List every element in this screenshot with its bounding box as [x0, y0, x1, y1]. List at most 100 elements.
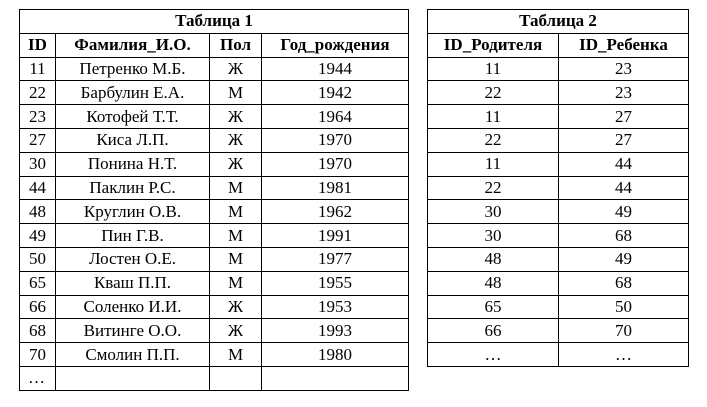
table-cell-parent-id: 30: [427, 223, 559, 248]
table-cell-name: [55, 365, 210, 391]
table-cell-id: 27: [19, 127, 56, 153]
table-cell-id: 65: [19, 270, 56, 296]
table-cell-birth-year: 1970: [261, 151, 409, 177]
table-cell-name: Соленко И.И.: [55, 294, 210, 320]
table-cell-child-id: 70: [558, 318, 689, 344]
table-row: 27 Киса Л.П. Ж 1970: [19, 127, 409, 153]
table-cell-sex: Ж: [209, 151, 262, 177]
table-cell-parent-id: 48: [427, 270, 559, 296]
table-cell-child-id: 68: [558, 270, 689, 296]
table-cell-child-id: 50: [558, 294, 689, 320]
table-cell-parent-id: 66: [427, 318, 559, 344]
table-2-title-row: Таблица 2: [427, 9, 689, 34]
table-2-header-row: ID_Родителя ID_Ребенка: [427, 32, 689, 58]
table-cell-birth-year: 1944: [261, 56, 409, 82]
table-cell-id: 70: [19, 342, 56, 367]
table-cell-parent-id: 22: [427, 175, 559, 201]
table-cell-child-id: 49: [558, 199, 689, 225]
table-cell-name: Барбулин Е.А.: [55, 80, 210, 106]
table-row: 66 Соленко И.И. Ж 1953: [19, 294, 409, 320]
table-row: 30 Понина Н.Т. Ж 1970: [19, 151, 409, 177]
table-cell-parent-id: 65: [427, 294, 559, 320]
table-cell-name: Круглин О.В.: [55, 199, 210, 225]
table-cell-id: 22: [19, 80, 56, 106]
table-row: 48 Круглин О.В. М 1962: [19, 199, 409, 225]
table-row: 30 49: [427, 199, 689, 225]
table-cell-child-id: 44: [558, 151, 689, 177]
table-cell-id: …: [19, 365, 56, 391]
table-cell-id: 49: [19, 223, 56, 248]
table-cell-name: Киса Л.П.: [55, 127, 210, 153]
table-cell-name: Пин Г.В.: [55, 223, 210, 248]
table-row: 49 Пин Г.В. М 1991: [19, 223, 409, 248]
table-row: 68 Витинге О.О. Ж 1993: [19, 318, 409, 344]
table-cell-parent-id: 22: [427, 127, 559, 153]
table-cell-id: 11: [19, 56, 56, 82]
table-row: 48 68: [427, 270, 689, 296]
table-cell-birth-year: [261, 365, 409, 391]
table-cell-sex: М: [209, 270, 262, 296]
table-1-header-row: ID Фамилия_И.О. Пол Год_рождения: [19, 32, 409, 58]
table1-header-sex: Пол: [209, 32, 262, 58]
table-1: Таблица 1 ID Фамилия_И.О. Пол Год_рождения …: [19, 9, 409, 391]
table-cell-child-id: 68: [558, 223, 689, 248]
table-cell-parent-id: …: [427, 342, 559, 367]
table-cell-name: Витинге О.О.: [55, 318, 210, 344]
table-row: 22 27: [427, 127, 689, 153]
table-row: …: [19, 365, 409, 391]
table-cell-child-id: 27: [558, 104, 689, 129]
table-cell-name: Лостен О.Е.: [55, 246, 210, 272]
table-cell-parent-id: 30: [427, 199, 559, 225]
table-cell-birth-year: 1993: [261, 318, 409, 344]
table-cell-parent-id: 22: [427, 80, 559, 106]
table-cell-parent-id: 11: [427, 56, 559, 82]
table-row: 22 Барбулин Е.А. М 1942: [19, 80, 409, 106]
table-row: 44 Паклин Р.С. М 1981: [19, 175, 409, 201]
table-cell-id: 48: [19, 199, 56, 225]
table-cell-parent-id: 48: [427, 246, 559, 272]
table-cell-name: Понина Н.Т.: [55, 151, 210, 177]
table-cell-id: 44: [19, 175, 56, 201]
table-cell-name: Петренко М.Б.: [55, 56, 210, 82]
table-2: Таблица 2 ID_Родителя ID_Ребенка 11 23 22 23…: [427, 9, 689, 367]
table-row: 22 44: [427, 175, 689, 201]
table-cell-child-id: 44: [558, 175, 689, 201]
table-cell-id: 68: [19, 318, 56, 344]
table-cell-name: Котофей Т.Т.: [55, 104, 210, 129]
table2-header-parent-id: ID_Родителя: [427, 32, 559, 58]
table-cell-sex: М: [209, 175, 262, 201]
table-cell-sex: Ж: [209, 104, 262, 129]
table-row: 66 70: [427, 318, 689, 344]
table-cell-child-id: 23: [558, 80, 689, 106]
table-cell-id: 23: [19, 104, 56, 129]
table-cell-birth-year: 1970: [261, 127, 409, 153]
table-row: 50 Лостен О.Е. М 1977: [19, 246, 409, 272]
table-cell-sex: М: [209, 246, 262, 272]
table-row: 48 49: [427, 246, 689, 272]
table-cell-name: Паклин Р.С.: [55, 175, 210, 201]
table-row: 65 Кваш П.П. М 1955: [19, 270, 409, 296]
table1-header-birth-year: Год_рождения: [261, 32, 409, 58]
table-cell-child-id: 27: [558, 127, 689, 153]
table-row: ……: [427, 342, 689, 367]
table-row: 11 27: [427, 104, 689, 129]
table-cell-child-id: 49: [558, 246, 689, 272]
table-cell-birth-year: 1953: [261, 294, 409, 320]
table-cell-parent-id: 11: [427, 151, 559, 177]
table-cell-sex: Ж: [209, 127, 262, 153]
table-cell-birth-year: 1955: [261, 270, 409, 296]
table1-header-id: ID: [19, 32, 56, 58]
table-2-body: 11 23 22 23 11 27 22 27 11 44 22 44 30 49 30 68 48 49 48 68…: [427, 56, 689, 367]
table-row: 70 Смолин П.П. М 1980: [19, 342, 409, 367]
table-2-title: Таблица 2: [427, 9, 689, 34]
table-cell-name: Кваш П.П.: [55, 270, 210, 296]
table-row: 11 Петренко М.Б. Ж 1944: [19, 56, 409, 82]
table-cell-sex: Ж: [209, 56, 262, 82]
table2-header-child-id: ID_Ребенка: [558, 32, 689, 58]
table-cell-parent-id: 11: [427, 104, 559, 129]
table-1-title: Таблица 1: [19, 9, 409, 34]
table-cell-child-id: 23: [558, 56, 689, 82]
table-row: 22 23: [427, 80, 689, 106]
table-cell-name: Смолин П.П.: [55, 342, 210, 367]
table-cell-birth-year: 1942: [261, 80, 409, 106]
